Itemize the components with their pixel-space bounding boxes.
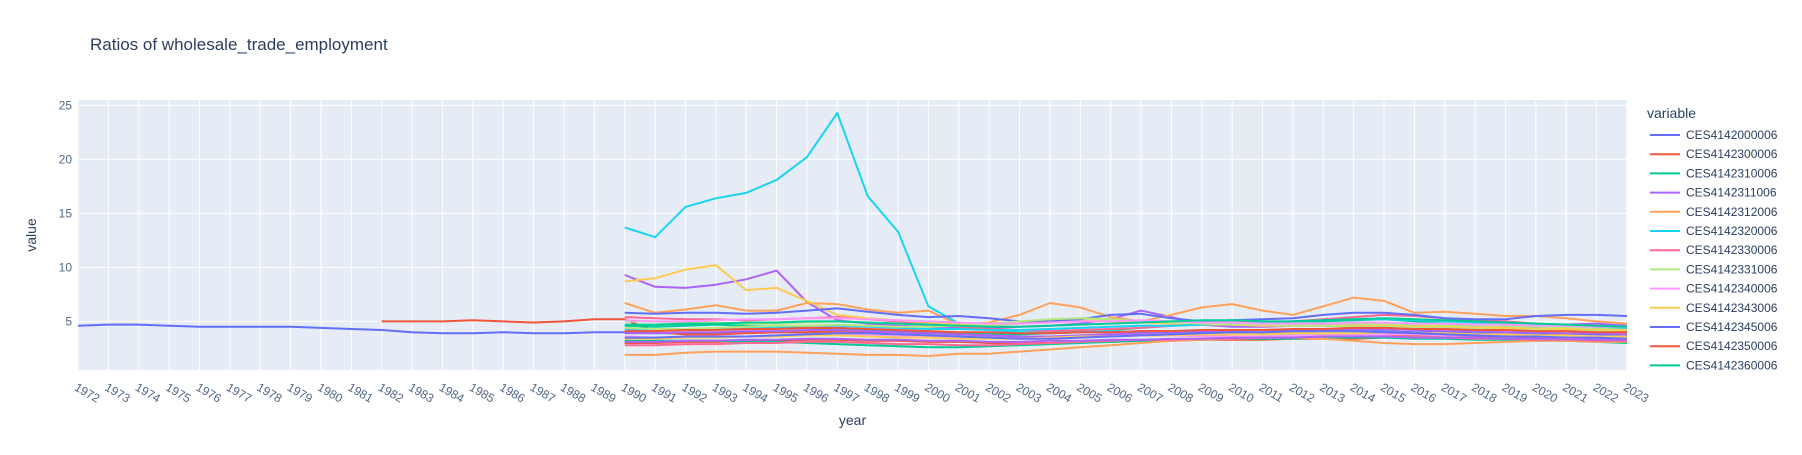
y-axis-title: value [23,218,39,252]
y-axis-ticks: 5 10 15 20 25 [59,98,73,328]
legend-label: CES4142350006 [1686,339,1778,353]
legend-label: CES4142311006 [1686,186,1777,200]
y-tick-label: 20 [59,152,73,166]
y-tick-label: 5 [65,314,72,328]
legend-item-ces4142330006[interactable]: CES4142330006 [1650,243,1778,257]
legend-label: CES4142330006 [1686,243,1778,257]
series-line-unlabeled-23 [624,335,1627,343]
series-line-ces4142312006 [624,296,1628,326]
series-lines [77,112,1628,357]
legend-title: variable [1647,105,1696,121]
legend-label: CES4142310006 [1686,166,1778,180]
legend-item-ces4142300006[interactable]: CES4142300006 [1650,147,1778,161]
legend-label: CES4142300006 [1686,147,1778,161]
legend-label: CES4142360006 [1686,358,1778,372]
y-tick-label: 25 [59,98,73,112]
legend-label: CES4142000006 [1686,128,1778,142]
legend-item-ces4142310006[interactable]: CES4142310006 [1650,166,1778,180]
y-tick-label: 10 [59,260,73,274]
series-line-unlabeled-13 [624,328,1628,338]
legend-label: CES4142340006 [1686,282,1778,296]
legend-label: CES4142345006 [1686,320,1778,334]
legend-item-ces4142320006[interactable]: CES4142320006 [1650,224,1778,238]
legend-item-ces4142360006[interactable]: CES4142360006 [1650,358,1778,372]
series-line-unlabeled-14 [624,336,1627,357]
y-tick-label: 15 [59,206,73,220]
legend-label: CES4142320006 [1686,224,1778,238]
legend-item-ces4142000006[interactable]: CES4142000006 [1650,128,1778,142]
legend-item-ces4142350006[interactable]: CES4142350006 [1650,339,1778,353]
series-line-unlabeled-20 [624,330,1628,340]
legend[interactable]: variable CES4142000006 CES4142300006 CES41… [1647,105,1778,372]
legend-item-ces4142343006[interactable]: CES4142343006 [1650,301,1778,315]
x-axis-title: year [839,412,867,428]
series-line-unlabeled-22 [624,317,1628,328]
legend-item-ces4142340006[interactable]: CES4142340006 [1650,282,1778,296]
legend-item-ces4142312006[interactable]: CES4142312006 [1650,205,1778,219]
legend-label: CES4142312006 [1686,205,1778,219]
legend-item-ces4142311006[interactable]: CES4142311006 [1650,186,1777,200]
legend-item-ces4142331006[interactable]: CES4142331006 [1650,262,1778,276]
series-line-unlabeled-18 [624,317,1627,328]
series-line-unlabeled-21 [624,326,1627,335]
chart-title: Ratios of wholesale_trade_employment [90,35,388,54]
legend-label: CES4142343006 [1686,301,1778,315]
legend-item-ces4142345006[interactable]: CES4142345006 [1650,320,1778,334]
legend-label: CES4142331006 [1686,262,1778,276]
series-line-ces4142343006 [624,264,1627,331]
series-line-ces4142345006 [624,307,1628,323]
